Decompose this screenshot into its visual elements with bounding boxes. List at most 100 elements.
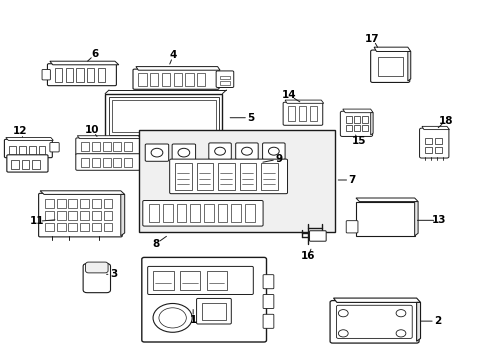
Polygon shape — [407, 51, 410, 81]
Bar — [105, 94, 222, 139]
Circle shape — [338, 330, 347, 337]
Bar — [81, 158, 89, 167]
FancyBboxPatch shape — [4, 139, 52, 158]
Bar — [197, 73, 205, 86]
Circle shape — [153, 303, 192, 332]
Text: 6: 6 — [92, 49, 99, 59]
Polygon shape — [40, 191, 124, 194]
Circle shape — [159, 308, 186, 328]
Bar — [231, 204, 241, 222]
FancyBboxPatch shape — [263, 314, 273, 328]
Text: 16: 16 — [300, 251, 315, 261]
Bar — [287, 106, 295, 121]
Text: 15: 15 — [351, 136, 366, 147]
FancyBboxPatch shape — [283, 102, 322, 125]
Text: 13: 13 — [431, 215, 446, 225]
FancyBboxPatch shape — [263, 294, 273, 309]
Bar — [81, 142, 89, 151]
Bar — [32, 160, 40, 169]
Bar — [434, 147, 441, 153]
Text: 14: 14 — [282, 90, 296, 100]
FancyBboxPatch shape — [336, 305, 411, 338]
Bar — [138, 73, 146, 86]
Polygon shape — [333, 298, 420, 302]
Bar — [57, 211, 65, 220]
Bar — [162, 73, 170, 86]
Bar — [203, 204, 213, 222]
Bar — [239, 163, 256, 190]
Bar — [219, 81, 230, 85]
Polygon shape — [416, 302, 420, 341]
Bar — [113, 142, 121, 151]
FancyBboxPatch shape — [263, 275, 273, 289]
Bar — [175, 163, 191, 190]
Polygon shape — [421, 126, 448, 130]
FancyBboxPatch shape — [83, 264, 110, 293]
Bar — [353, 116, 359, 123]
FancyBboxPatch shape — [76, 138, 140, 155]
Bar — [102, 142, 110, 151]
FancyBboxPatch shape — [85, 262, 108, 273]
Bar — [355, 202, 414, 236]
Bar — [346, 116, 351, 123]
Polygon shape — [355, 198, 417, 202]
Bar — [377, 57, 402, 76]
Bar — [124, 142, 132, 151]
FancyBboxPatch shape — [147, 266, 253, 294]
FancyBboxPatch shape — [142, 257, 266, 342]
Text: 7: 7 — [347, 175, 355, 185]
Polygon shape — [373, 47, 410, 51]
Bar — [11, 160, 19, 169]
Bar — [261, 163, 277, 190]
Text: 1: 1 — [189, 315, 196, 325]
Bar — [298, 106, 305, 121]
Text: 10: 10 — [84, 125, 99, 135]
Polygon shape — [285, 100, 323, 103]
FancyBboxPatch shape — [169, 159, 287, 194]
Bar — [219, 76, 230, 79]
Bar — [202, 303, 226, 320]
Bar — [102, 158, 110, 167]
FancyBboxPatch shape — [216, 71, 233, 87]
Bar — [29, 146, 36, 154]
Bar — [92, 199, 101, 208]
Bar — [76, 68, 83, 82]
Circle shape — [268, 147, 279, 155]
FancyBboxPatch shape — [76, 154, 140, 170]
FancyBboxPatch shape — [7, 155, 48, 172]
FancyBboxPatch shape — [329, 301, 418, 343]
FancyBboxPatch shape — [235, 143, 258, 159]
Text: 9: 9 — [275, 154, 282, 164]
Circle shape — [395, 330, 405, 337]
FancyBboxPatch shape — [50, 143, 59, 152]
Bar — [180, 271, 200, 290]
Bar — [39, 146, 45, 154]
Bar — [92, 158, 100, 167]
Bar — [185, 73, 193, 86]
Bar — [92, 223, 101, 231]
Bar — [112, 100, 215, 132]
Bar — [45, 211, 54, 220]
Bar — [361, 125, 367, 131]
Bar — [190, 204, 200, 222]
Bar — [115, 102, 212, 130]
Bar — [218, 163, 234, 190]
Bar — [68, 223, 77, 231]
FancyBboxPatch shape — [42, 69, 50, 80]
FancyBboxPatch shape — [262, 143, 285, 159]
Polygon shape — [121, 194, 124, 236]
Bar — [80, 211, 89, 220]
Bar — [109, 97, 218, 135]
FancyBboxPatch shape — [208, 143, 231, 159]
Text: 17: 17 — [365, 33, 379, 44]
Polygon shape — [370, 113, 372, 135]
Bar — [244, 204, 254, 222]
FancyBboxPatch shape — [142, 201, 263, 226]
Bar — [98, 68, 105, 82]
FancyBboxPatch shape — [340, 111, 372, 136]
Bar — [153, 271, 173, 290]
FancyBboxPatch shape — [196, 298, 231, 324]
Bar — [19, 146, 26, 154]
Polygon shape — [50, 61, 119, 65]
Text: 11: 11 — [29, 216, 44, 226]
